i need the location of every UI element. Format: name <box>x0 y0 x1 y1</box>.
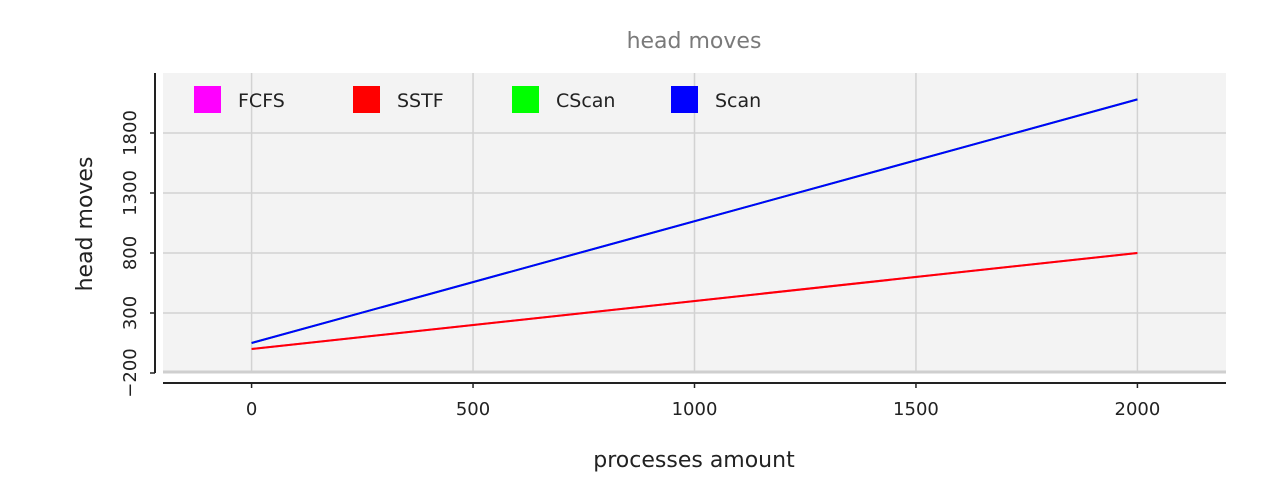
legend: FCFS SSTF CScan Scan <box>194 86 761 113</box>
chart-title: head moves <box>627 29 762 54</box>
y-tick-label: 300 <box>120 296 141 330</box>
x-tick-label: 1500 <box>893 399 939 420</box>
legend-label-scan: Scan <box>715 90 761 112</box>
series-lines <box>251 98 1138 350</box>
axes <box>150 73 1226 388</box>
x-tick-label: 2000 <box>1115 399 1161 420</box>
series-line-sstf <box>251 252 1138 350</box>
tick-labels: 0 500 1000 1500 2000 −200 300 800 1300 1800 <box>120 110 1160 420</box>
x-tick-label: 500 <box>456 399 490 420</box>
legend-label-sstf: SSTF <box>397 90 444 112</box>
legend-swatch-scan <box>671 86 698 113</box>
grid <box>163 73 1226 374</box>
y-axis-label: head moves <box>73 157 98 292</box>
y-tick-label: 800 <box>120 236 141 270</box>
x-axis-label: processes amount <box>593 448 795 473</box>
y-tick-label: 1300 <box>120 170 141 216</box>
y-tick-label: −200 <box>120 348 141 397</box>
legend-label-cscan: CScan <box>556 90 615 112</box>
legend-swatch-fcfs <box>194 86 221 113</box>
legend-swatch-cscan <box>512 86 539 113</box>
series-line-scan <box>251 98 1138 344</box>
y-tick-label: 1800 <box>120 110 141 156</box>
x-tick-label: 0 <box>246 399 257 420</box>
legend-label-fcfs: FCFS <box>238 90 285 112</box>
legend-swatch-sstf <box>353 86 380 113</box>
x-tick-label: 1000 <box>672 399 718 420</box>
